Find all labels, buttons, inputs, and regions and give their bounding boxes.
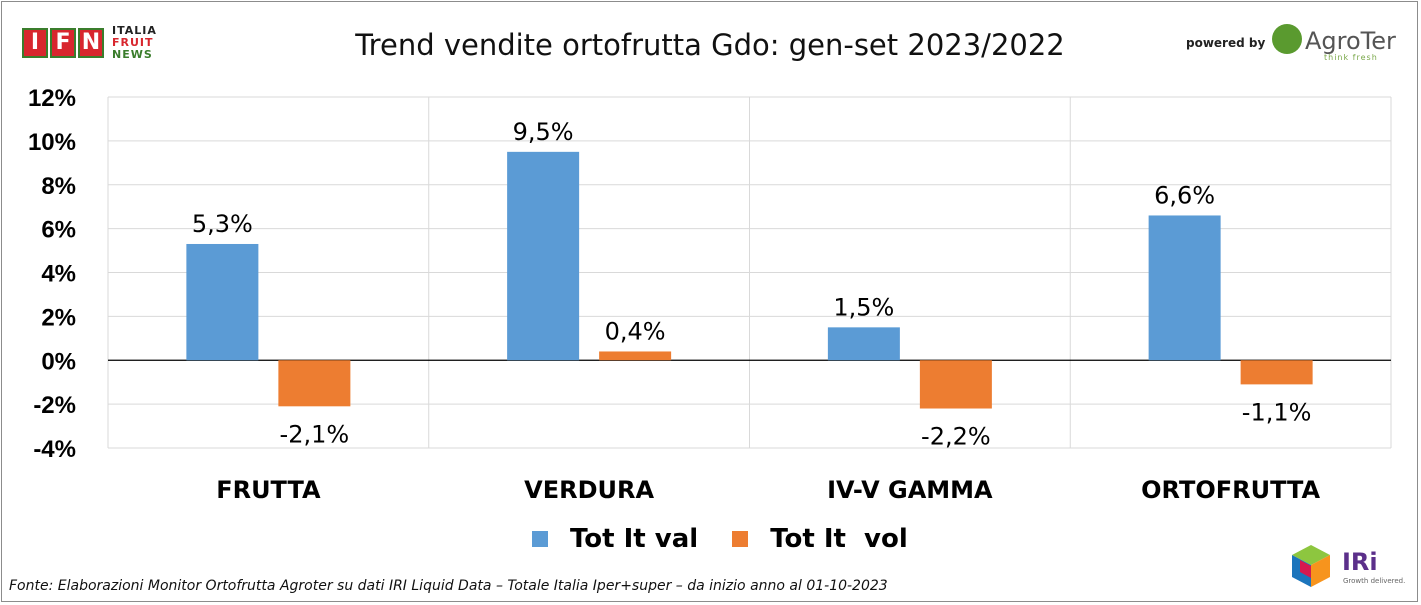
legend-swatch-vol xyxy=(732,531,749,547)
legend-label-val: Tot It val xyxy=(570,524,699,554)
iri-logo-name: IRi xyxy=(1342,548,1378,576)
iri-logo-tagline: Growth delivered. xyxy=(1343,577,1406,585)
bar-val xyxy=(827,327,900,361)
y-tick-label: 8% xyxy=(41,173,76,200)
iri-cube-icon xyxy=(1292,545,1330,587)
bar-val xyxy=(1148,215,1221,361)
ifn-logo-letter-n: N xyxy=(78,28,104,58)
bar-vol xyxy=(919,360,992,409)
agroter-logo-name: AgroTer xyxy=(1305,27,1396,55)
data-label-val: 6,6% xyxy=(1154,181,1215,209)
ifn-logo-line1: ITALIA xyxy=(112,24,157,37)
data-label-vol: 0,4% xyxy=(605,317,666,345)
data-label-vol: -2,2% xyxy=(921,423,991,451)
ifn-logo-line3: NEWS xyxy=(112,48,153,61)
bar-vol xyxy=(599,351,672,361)
data-label-val: 9,5% xyxy=(513,118,574,146)
x-category-label: VERDURA xyxy=(524,476,654,504)
chart-title: Trend vendite ortofrutta Gdo: gen-set 20… xyxy=(355,28,1065,62)
y-tick-label: 2% xyxy=(41,304,76,331)
y-tick-label: -4% xyxy=(33,436,76,463)
y-tick-label: 4% xyxy=(41,261,76,288)
data-label-vol: -1,1% xyxy=(1242,398,1312,426)
legend-label-vol: Tot It vol xyxy=(770,524,908,554)
agroter-logo-tagline: think fresh xyxy=(1324,53,1378,62)
y-tick-label: -2% xyxy=(33,392,76,419)
y-tick-label: 6% xyxy=(41,217,76,244)
ifn-logo-letter-i: I xyxy=(22,28,48,58)
ifn-logo-letter-f: F xyxy=(50,28,76,58)
data-label-val: 5,3% xyxy=(192,210,253,238)
bar-val xyxy=(507,151,580,361)
legend: Tot It val Tot It vol xyxy=(532,524,942,554)
x-category-label: ORTOFRUTTA xyxy=(1141,476,1320,504)
data-label-val: 1,5% xyxy=(833,293,894,321)
y-tick-label: 10% xyxy=(28,129,76,156)
ifn-logo: I F N ITALIA FRUIT NEWS xyxy=(22,24,168,64)
legend-item-val: Tot It val xyxy=(532,524,698,554)
y-tick-label: 12% xyxy=(28,85,76,112)
data-label-vol: -2,1% xyxy=(280,420,350,448)
x-category-label: IV-V GAMMA xyxy=(827,476,993,504)
y-tick-label: 0% xyxy=(41,348,76,375)
legend-item-vol: Tot It vol xyxy=(732,524,908,554)
bar-val xyxy=(186,243,259,361)
bar-vol xyxy=(278,360,351,407)
source-note: Fonte: Elaborazioni Monitor Ortofrutta A… xyxy=(9,578,888,594)
agroter-leaf-icon xyxy=(1272,24,1302,54)
bar-vol xyxy=(1240,360,1313,385)
legend-swatch-val xyxy=(532,531,548,547)
powered-by-label: powered by xyxy=(1186,36,1266,50)
x-category-label: FRUTTA xyxy=(216,476,321,504)
ifn-logo-line2: FRUIT xyxy=(112,36,154,49)
